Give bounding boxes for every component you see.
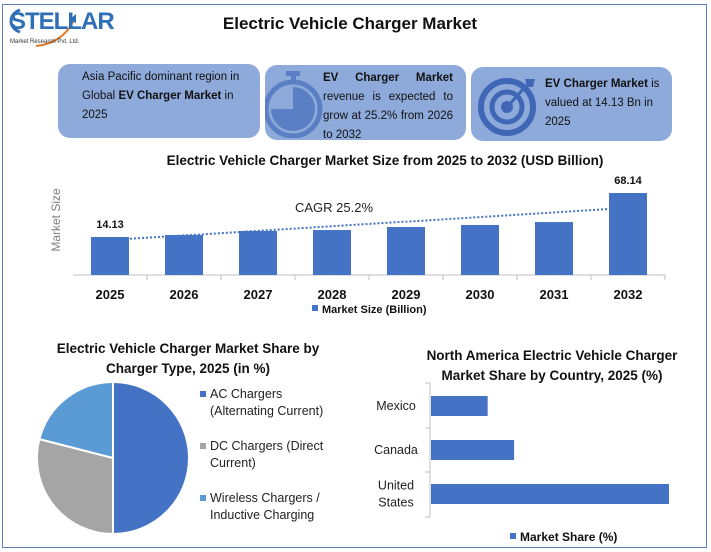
legend-label: Market Size (Billion) [322, 304, 427, 316]
bar-2025 [91, 237, 129, 275]
data-label: 14.13 [96, 219, 124, 231]
x-tick-label: 2031 [540, 287, 569, 302]
y-tick-label: Mexico [376, 399, 416, 413]
x-tick-label: 2028 [318, 287, 347, 302]
market-size-chart: Electric Vehicle Charger Market Size fro… [49, 153, 666, 316]
legend-swatch [312, 305, 318, 311]
x-tick-label: 2029 [392, 287, 421, 302]
info-card-region: Asia Pacific dominant region in Global E… [58, 64, 260, 138]
logo-swoosh-icon [9, 8, 76, 47]
pie-title-line-2: Charger Type, 2025 (in %) [106, 361, 270, 376]
x-tick-label: 2032 [614, 287, 643, 302]
bar-canada [431, 440, 515, 460]
x-tick-label: 2025 [96, 287, 125, 302]
pie-title-line-1: Electric Vehicle Charger Market Share by [57, 341, 320, 356]
bar-2030 [461, 224, 499, 275]
card-text-pre: Asia Pacific dominant region in Global [82, 71, 240, 102]
info-card-value: EV Charger Market is valued at 14.13 Bn … [471, 67, 672, 141]
pie-slice-2 [38, 380, 114, 460]
bar-united-states [431, 484, 669, 504]
page-title: Electric Vehicle Charger Market [222, 14, 478, 33]
bar-mexico [431, 396, 488, 416]
logo-text: STELLAR [10, 8, 115, 35]
card-text-bold: EV Charger Market [323, 72, 453, 84]
hbar-title-line-1: North America Electric Vehicle Charger [427, 348, 679, 363]
legend-label: DC Chargers (Direct [210, 439, 324, 453]
data-label: 68.14 [614, 175, 642, 187]
legend-swatch [200, 495, 206, 501]
legend-swatch [200, 391, 206, 397]
y-tick-label: United [378, 479, 414, 493]
hbar-title-line-2: Market Share by Country, 2025 (%) [441, 368, 662, 383]
bar-2031 [535, 222, 573, 275]
card-text-post: is valued at 14.13 Bn in 2025 [545, 78, 660, 128]
trend-line [109, 208, 611, 242]
y-tick-label: States [378, 496, 413, 510]
charger-type-pie-chart: Electric Vehicle Charger Market Share by… [36, 341, 324, 536]
card-text-bold: EV Charger Market [118, 90, 222, 102]
logo-subtext: Market Research Pvt. Ltd. [10, 39, 80, 45]
card-text: EV Charger Market revenue is expected to… [323, 69, 453, 145]
legend-label: Inductive Charging [210, 508, 314, 522]
country-share-chart: North America Electric Vehicle Charger M… [374, 348, 678, 544]
cagr-annotation: CAGR 25.2% [295, 200, 373, 215]
bar-2026 [165, 235, 203, 275]
legend-label: Wireless Chargers / [210, 491, 320, 505]
bar-2029 [387, 227, 425, 275]
target-icon [478, 78, 536, 136]
card-text-bold: EV Charger Market [545, 78, 648, 90]
legend-label: Market Share (%) [520, 530, 617, 544]
card-text: Asia Pacific dominant region in Global E… [82, 68, 254, 125]
bar-chart-title: Electric Vehicle Charger Market Size fro… [167, 153, 604, 168]
info-card-growth: EV Charger Market revenue is expected to… [265, 65, 466, 141]
bar-2028 [313, 230, 351, 275]
legend-swatch [510, 533, 516, 539]
bar-2032 [609, 193, 647, 275]
pie-slice-1 [36, 437, 114, 536]
legend-label: AC Chargers [210, 387, 282, 401]
pie-slice-0 [112, 380, 190, 536]
stellar-logo: STELLAR Market Research Pvt. Ltd. [6, 6, 115, 50]
card-text-post: in 2025 [82, 90, 234, 121]
x-tick-label: 2030 [466, 287, 495, 302]
legend-label: (Alternating Current) [210, 404, 323, 418]
y-axis-label: Market Size [49, 188, 63, 252]
bar-2027 [239, 231, 277, 275]
card-text-post: revenue is expected to grow at 25.2% fro… [323, 91, 453, 141]
legend-swatch [200, 443, 206, 449]
x-tick-label: 2027 [244, 287, 273, 302]
infographic-frame [2, 4, 707, 548]
y-tick-label: Canada [374, 443, 418, 457]
card-text: EV Charger Market is valued at 14.13 Bn … [545, 75, 667, 132]
stopwatch-icon [265, 71, 323, 138]
legend-label: Current) [210, 456, 256, 470]
x-tick-label: 2026 [170, 287, 199, 302]
